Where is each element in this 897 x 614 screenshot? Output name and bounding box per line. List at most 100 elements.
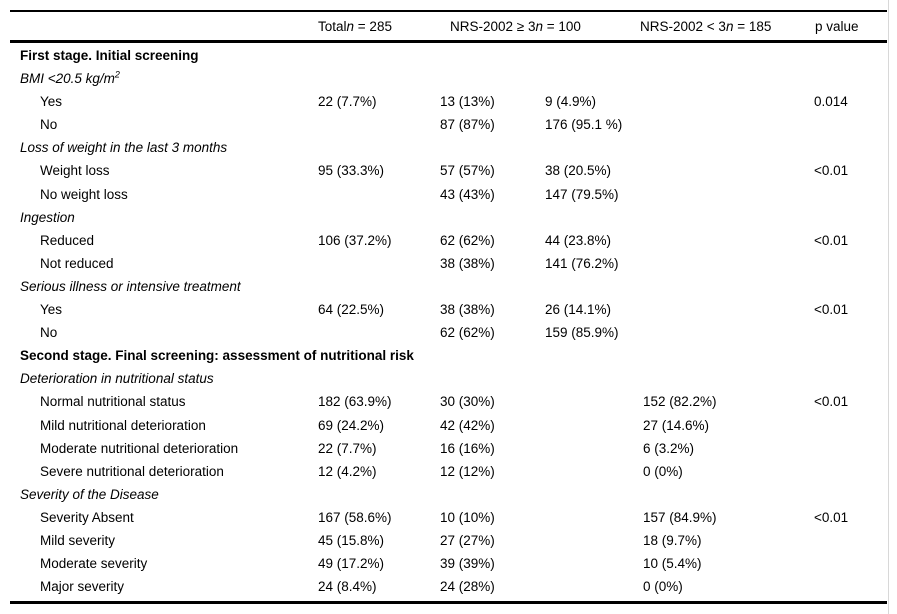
table-row: Severity of the Disease (0, 483, 897, 506)
row-label: First stage. Initial screening (20, 44, 199, 67)
row-label-text: Mild nutritional deterioration (40, 417, 206, 433)
cell-total: 45 (15.8%) (318, 532, 385, 548)
cell-lt3: 27 (14.6%) (643, 417, 710, 433)
cell-lt3: 9 (4.9%) (545, 94, 597, 110)
cell-ge3: 57 (57%) (440, 163, 495, 179)
cell-lt3: 152 (82.2%) (643, 394, 717, 410)
row-label-text: Not reduced (40, 255, 114, 271)
row-label-text: Yes (40, 94, 63, 110)
cell-ge3: 12 (12%) (440, 463, 495, 479)
cell-total: 182 (63.9%) (318, 394, 392, 410)
cell-lt3: 176 (95.1 %) (545, 117, 623, 133)
row-label: Deterioration in nutritional status (20, 367, 214, 390)
table-row: No 87 (87%) 176 (95.1 %) (0, 113, 897, 136)
row-label: Mild nutritional deterioration (40, 414, 206, 437)
cell-lt3: 44 (23.8%) (545, 232, 612, 248)
row-label-text: Major severity (40, 579, 125, 595)
cell-p: <0.01 (814, 302, 849, 318)
cell-total: 69 (24.2%) (318, 417, 385, 433)
row-label-text: No (40, 117, 58, 133)
cell-lt3: 141 (76.2%) (545, 255, 619, 271)
row-label: Reduced (40, 229, 94, 252)
table-row: Moderate nutritional deterioration 22 (7.… (0, 437, 897, 460)
table-row: Deterioration in nutritional status (0, 367, 897, 390)
row-label-text: Loss of weight in the last 3 months (20, 140, 228, 156)
table-row: Second stage. Final screening: assessmen… (0, 344, 897, 367)
cell-total: 106 (37.2%) (318, 232, 392, 248)
cell-ge3: 10 (10%) (440, 509, 495, 525)
row-label: Yes (40, 298, 62, 321)
cell-ge3: 30 (30%) (440, 394, 495, 410)
row-label: Loss of weight in the last 3 months (20, 136, 227, 159)
cell-lt3: 26 (14.1%) (545, 302, 612, 318)
table-body: First stage. Initial screening BMI <20.5 … (0, 44, 897, 598)
row-label: Moderate nutritional deterioration (40, 437, 238, 460)
row-label: No (40, 113, 57, 136)
row-label: Serious illness or intensive treatment (20, 275, 241, 298)
cell-total: 22 (7.7%) (318, 94, 377, 110)
cell-ge3: 43 (43%) (440, 186, 495, 202)
table-bottom-rule (10, 601, 887, 604)
frame-right-edge (888, 0, 889, 614)
row-label: Not reduced (40, 252, 114, 275)
cell-lt3: 6 (3.2%) (643, 440, 695, 456)
row-label-text: No weight loss (40, 186, 128, 202)
cell-ge3: 13 (13%) (440, 94, 495, 110)
table-row: Weight loss 95 (33.3%) 57 (57%) 38 (20.5%) <… (0, 159, 897, 182)
cell-ge3: 27 (27%) (440, 532, 495, 548)
table-row: Moderate severity 49 (17.2%) 39 (39%) 10 (5… (0, 552, 897, 575)
row-label: Normal nutritional status (40, 390, 186, 413)
cell-ge3: 62 (62%) (440, 232, 495, 248)
row-label-text: BMI <20.5 kg/m (20, 71, 115, 87)
cell-ge3: 24 (28%) (440, 579, 495, 595)
row-label: Moderate severity (40, 552, 147, 575)
row-label-text: First stage. Initial screening (20, 48, 199, 63)
row-label: Weight loss (40, 159, 110, 182)
row-label: Yes (40, 90, 62, 113)
row-label: Severity of the Disease (20, 483, 159, 506)
row-label: No weight loss (40, 183, 128, 206)
cell-ge3: 39 (39%) (440, 556, 495, 572)
cell-total: 24 (8.4%) (318, 579, 377, 595)
cell-lt3: 10 (5.4%) (643, 556, 702, 572)
row-label: Mild severity (40, 529, 115, 552)
row-label: Severity Absent (40, 506, 134, 529)
row-label: Major severity (40, 575, 124, 598)
row-label: Severe nutritional deterioration (40, 460, 224, 483)
row-label-text: Deterioration in nutritional status (20, 371, 214, 387)
column-header-p-value: p value (815, 19, 859, 34)
row-label-text: Moderate severity (40, 556, 148, 572)
row-label-text: Mild severity (40, 532, 116, 548)
table-top-rule (10, 10, 887, 12)
row-label: Ingestion (20, 206, 75, 229)
row-label-text: Moderate nutritional deterioration (40, 440, 239, 456)
table-row: Severe nutritional deterioration 12 (4.2%… (0, 460, 897, 483)
row-label-text: Severe nutritional deterioration (40, 463, 224, 479)
cell-p: <0.01 (814, 232, 849, 248)
table-row: No 62 (62%) 159 (85.9%) (0, 321, 897, 344)
row-label-text: Severity of the Disease (20, 486, 159, 502)
cell-ge3: 16 (16%) (440, 440, 495, 456)
cell-lt3: 0 (0%) (643, 579, 683, 595)
column-header-nrs-lt3: NRS-2002 < 3n = 185 (640, 19, 772, 34)
table-row: Mild severity 45 (15.8%) 27 (27%) 18 (9.7%) (0, 529, 897, 552)
table-row: First stage. Initial screening (0, 44, 897, 67)
row-label-text: Serious illness or intensive treatment (20, 278, 241, 294)
cell-total: 49 (17.2%) (318, 556, 385, 572)
cell-p: 0.014 (814, 94, 848, 110)
table-row: BMI <20.5 kg/m2 (0, 67, 897, 90)
cell-total: 22 (7.7%) (318, 440, 377, 456)
row-label-text: Second stage. Final screening: assessmen… (20, 348, 414, 364)
row-label-text: Reduced (40, 232, 95, 248)
row-label: Second stage. Final screening: assessmen… (20, 344, 414, 367)
row-label: BMI <20.5 kg/m2 (20, 67, 120, 90)
cell-lt3: 0 (0%) (643, 463, 683, 479)
row-label: No (40, 321, 57, 344)
table-row: Yes 22 (7.7%) 13 (13%) 9 (4.9%) 0.014 (0, 90, 897, 113)
cell-p: <0.01 (814, 163, 849, 179)
table-row: Reduced 106 (37.2%) 62 (62%) 44 (23.8%) <0.0… (0, 229, 897, 252)
cell-total: 12 (4.2%) (318, 463, 377, 479)
row-label-text: Severity Absent (40, 509, 134, 525)
table-row: Ingestion (0, 206, 897, 229)
